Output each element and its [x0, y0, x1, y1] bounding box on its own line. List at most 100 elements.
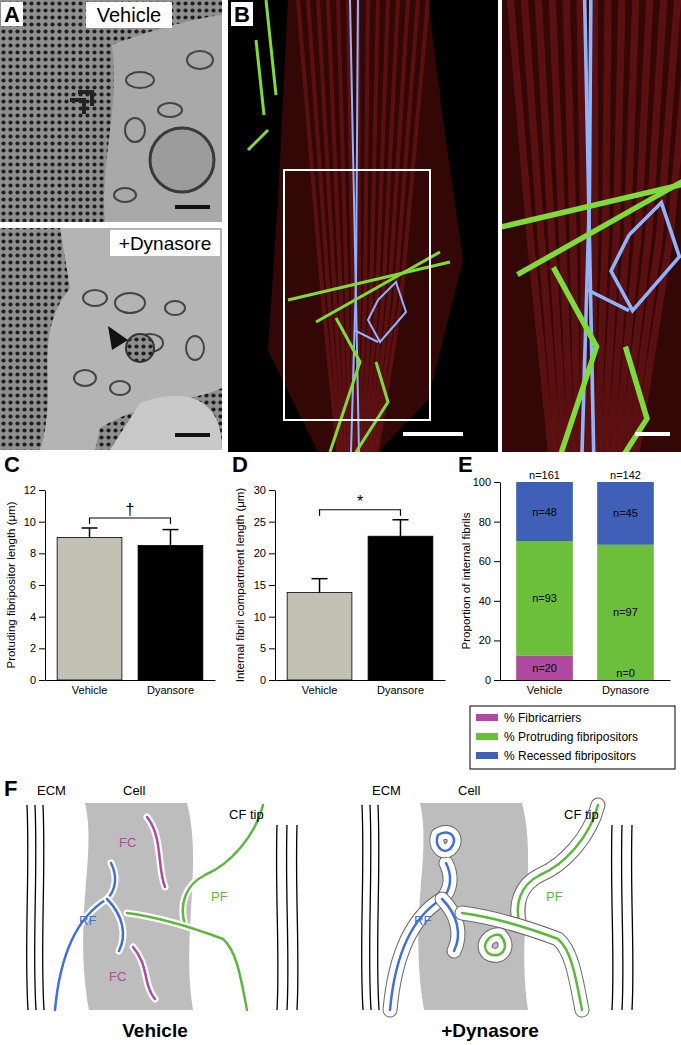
fibril-green	[316, 252, 440, 322]
vesicle	[125, 118, 145, 142]
y-axis-title: Proportion of internal fibrils	[460, 512, 472, 649]
recessed-fibripositor-compartment	[437, 832, 454, 850]
count-label: n=20	[532, 662, 557, 674]
fibricarrier	[133, 947, 155, 999]
y-tick: 8	[30, 547, 45, 559]
x-tick-label: Dynasore	[602, 684, 649, 696]
panel-letter-text: A	[4, 2, 20, 27]
y-tick: 25	[254, 516, 275, 528]
fibricarrier	[147, 817, 165, 887]
recon-main	[248, 0, 463, 452]
y-tick: 40	[479, 595, 500, 607]
total-label: n=161	[529, 469, 560, 481]
fibricarrier-compartment	[147, 817, 165, 887]
fibril-green	[589, 347, 647, 452]
y-tick: 30	[254, 484, 275, 496]
fibril-green	[502, 167, 681, 235]
count-label: n=97	[613, 606, 638, 618]
legend-label: % Recessed fibripositors	[504, 749, 636, 763]
count-label: n=93	[532, 592, 557, 604]
protruding-fibripositor	[127, 913, 247, 1010]
panel-letter: C	[1, 452, 23, 477]
vesicle	[110, 381, 130, 395]
y-tick-mark	[494, 640, 500, 641]
significance-bracket	[320, 510, 401, 516]
count-label: n=48	[532, 506, 557, 518]
legend: % Fibricarriers% Protruding fibripositor…	[470, 706, 675, 769]
error-bar	[392, 520, 408, 536]
y-axis: 024681012	[24, 484, 46, 686]
y-tick: 4	[30, 611, 45, 623]
y-tick-mark	[39, 522, 45, 523]
y-axis-line	[275, 491, 276, 681]
cell-label: Cell	[458, 783, 481, 798]
y-tick-mark	[39, 617, 45, 618]
em-background	[0, 228, 222, 450]
count-label: n=0	[616, 667, 635, 679]
cell-volume	[268, 0, 463, 452]
bar-segment	[597, 545, 654, 680]
protruding-fibripositor-compartment	[183, 805, 263, 925]
legend-swatch	[476, 752, 498, 759]
recessed-fibripositor	[437, 832, 454, 850]
y-tick: 0	[30, 674, 45, 686]
x-axis: Vehicle Dyansore	[276, 680, 446, 696]
condition-title: +Dynasore	[441, 1020, 539, 1041]
y-tick-label: 20	[254, 547, 266, 559]
error-cap	[162, 529, 178, 531]
x-tick: Vehicle	[302, 680, 337, 696]
x-tick-label: Dyansore	[377, 684, 424, 696]
ecm-line	[612, 825, 613, 1010]
significance-bracket	[90, 518, 171, 524]
y-tick-mark	[269, 680, 275, 681]
cell-label: Cell	[123, 783, 146, 798]
y-tick-mark	[494, 522, 500, 523]
x-tick-label: Vehicle	[302, 684, 337, 696]
recessed-fibripositor-compartment	[390, 863, 450, 1010]
condition-title: Vehicle	[122, 1020, 188, 1041]
fibril-blue	[354, 330, 378, 342]
error-stem	[400, 520, 402, 536]
recessed-fibripositor-membrane	[390, 863, 450, 1010]
y-axis-title: Protuding fibripositor length (μm)	[5, 501, 17, 668]
legend-label: % Fibricarriers	[504, 711, 581, 725]
bar-segment	[516, 541, 573, 655]
cf-tip-label: CF tip	[564, 807, 599, 822]
ecm-line	[297, 825, 298, 1010]
bar	[368, 536, 433, 680]
bar-segment	[516, 655, 573, 680]
significance-marker: *	[357, 493, 363, 510]
x-axis-line	[46, 680, 216, 681]
ecm-line	[632, 825, 633, 1010]
recessed-fibripositor-compartment	[442, 899, 458, 951]
error-bar	[162, 530, 178, 546]
vesicle	[158, 103, 182, 117]
fibril-green	[248, 130, 268, 150]
schematic: ECMCellCF tipRFPF+Dynasore	[362, 783, 633, 1041]
y-tick-label: 30	[254, 484, 266, 496]
panel-letter-box	[455, 452, 477, 476]
ecm-line	[362, 805, 363, 1010]
rf-label: RF	[414, 913, 431, 928]
error-stem	[89, 528, 91, 538]
panel-letter-box	[1, 776, 23, 800]
protruding-fibripositor-compartment	[485, 935, 505, 956]
bar	[57, 538, 122, 681]
divider	[498, 0, 502, 452]
image-title: Vehicle	[97, 4, 162, 26]
protruding-fibripositor	[485, 935, 505, 956]
fibril-blue	[586, 289, 629, 311]
ecm-line	[287, 825, 288, 1010]
protruding-fibripositor-membrane	[518, 805, 598, 925]
vesicle	[83, 290, 107, 306]
x-tick-label: Vehicle	[72, 684, 107, 696]
mitochondrion	[150, 128, 214, 192]
x-tick: Vehicle	[527, 680, 562, 696]
protruding-fibripositor-membrane	[485, 935, 505, 956]
y-tick-mark	[494, 482, 500, 483]
schematic: ECMCellCF tipRFPFFCFCVehicle	[27, 783, 298, 1041]
y-tick-mark	[269, 648, 275, 649]
error-bar	[82, 528, 98, 538]
x-tick-label: Dyansore	[147, 684, 194, 696]
y-tick: 60	[479, 555, 500, 567]
